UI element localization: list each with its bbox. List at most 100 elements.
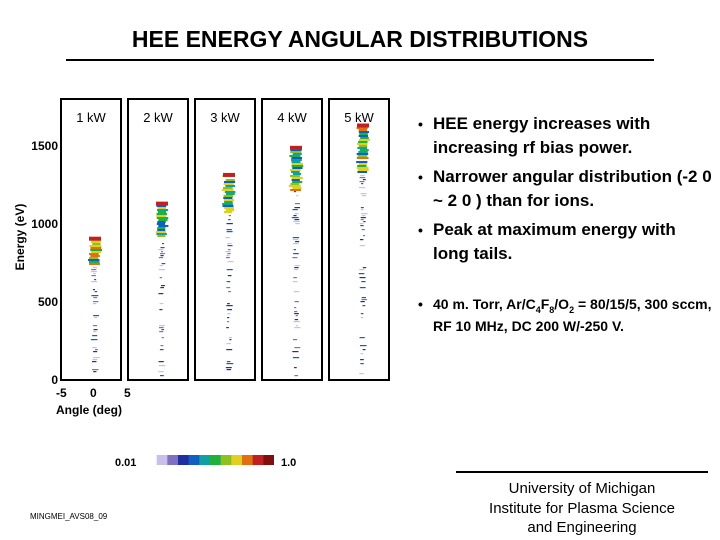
streak-cell xyxy=(87,259,100,261)
streak-cell xyxy=(222,203,233,205)
streak-cell xyxy=(293,321,301,323)
streak-cell xyxy=(292,153,302,155)
colorbar-swatch xyxy=(156,455,168,465)
streak-cell xyxy=(226,269,233,271)
streak-cell xyxy=(156,205,167,207)
streak-cell xyxy=(293,249,296,251)
slide-id: MINGMEI_AVS08_09 xyxy=(30,512,108,521)
streak-cell xyxy=(228,249,231,251)
streak-cell xyxy=(224,207,235,209)
y-tick-label: 0 xyxy=(51,373,58,387)
streak-cell xyxy=(290,189,301,191)
streak-cell xyxy=(226,343,231,345)
streak-cell xyxy=(360,225,364,227)
streak-cell xyxy=(293,277,297,279)
streak-cell xyxy=(158,269,165,271)
streak-cell xyxy=(89,263,100,265)
streak-cell xyxy=(227,253,231,255)
streak-cell xyxy=(92,335,98,337)
streak-cell xyxy=(292,167,303,169)
streak-cell xyxy=(358,169,369,171)
bullet-item: • HEE energy increases with increasing rf… xyxy=(418,114,651,157)
panel-label: 2 kW xyxy=(143,110,173,125)
streak-cell xyxy=(226,257,230,259)
streak-cell xyxy=(158,361,164,363)
conditions-item: • 40 m. Torr, Ar/C4F8/O2 = 80/15/5, 300 s… xyxy=(418,296,712,334)
streak-cell xyxy=(358,129,367,131)
streak-cell xyxy=(92,347,97,349)
streak-cell xyxy=(362,267,367,269)
streak-cell xyxy=(94,279,97,281)
streak-cell xyxy=(90,241,101,243)
streak-cell xyxy=(226,361,231,363)
streak-cell xyxy=(292,237,300,239)
streak-cell xyxy=(223,187,233,189)
streak-cell xyxy=(291,161,301,163)
streak-cell xyxy=(159,375,164,377)
streak-cell xyxy=(158,219,168,221)
streak-cell xyxy=(226,305,233,307)
streak-cell xyxy=(361,215,366,217)
energy-streak-1kw xyxy=(87,236,103,373)
streak-cell xyxy=(292,257,298,259)
streak-cell xyxy=(294,213,299,215)
streak-cell xyxy=(292,187,302,189)
streak-cell xyxy=(227,243,232,245)
streak-cell xyxy=(162,243,165,245)
streak-cell xyxy=(156,213,168,215)
streak-cell xyxy=(360,301,365,303)
streak-cell xyxy=(291,171,300,173)
streak-cell xyxy=(92,369,99,371)
streak-cell xyxy=(160,253,165,255)
panel-label: 5 kW xyxy=(344,110,374,125)
streak-cell xyxy=(358,141,368,143)
colorbar-swatch xyxy=(188,455,200,465)
streak-cell xyxy=(160,255,164,257)
streak-cell xyxy=(360,207,364,209)
streak-cell xyxy=(356,161,368,163)
streak-cell xyxy=(294,375,299,377)
streak-cell xyxy=(295,315,298,317)
streak-cell xyxy=(362,235,366,237)
streak-cell xyxy=(157,221,166,223)
streak-cell xyxy=(158,293,164,295)
streak-cell xyxy=(93,297,98,299)
streak-cell xyxy=(225,251,231,253)
streak-cell xyxy=(360,175,365,177)
streak-cell xyxy=(92,359,98,361)
streak-cell xyxy=(361,213,368,215)
bullet-item: • Narrower angular distribution (-2 0 ~ 2… xyxy=(418,167,712,210)
streak-cell xyxy=(294,311,298,313)
streak-cell xyxy=(294,307,297,309)
streak-cell xyxy=(225,367,232,369)
streak-cell xyxy=(226,349,233,351)
streak-cell xyxy=(361,195,367,197)
colorbar-swatch xyxy=(210,455,222,465)
streak-cell xyxy=(360,363,364,365)
streak-cell xyxy=(361,281,366,283)
streak-cell xyxy=(291,177,303,179)
streak-cell xyxy=(157,235,166,237)
streak-cell xyxy=(227,261,234,263)
peak-marker xyxy=(156,201,168,206)
y-tick-label: 500 xyxy=(37,295,58,309)
streak-cell xyxy=(361,183,364,185)
streak-cell xyxy=(156,215,167,217)
energy-streak-2kw xyxy=(155,201,169,377)
streak-cell xyxy=(359,277,366,279)
streak-cell xyxy=(359,287,366,289)
energy-streak-4kw xyxy=(288,145,304,377)
streak-cell xyxy=(356,153,369,155)
streak-cell xyxy=(159,303,164,305)
streak-cell xyxy=(292,239,299,241)
streak-cell xyxy=(292,281,298,283)
streak-cell xyxy=(227,303,230,305)
streak-cell xyxy=(295,241,300,243)
streak-cell xyxy=(359,149,369,151)
streak-cell xyxy=(227,313,231,315)
streak-cell xyxy=(289,169,301,171)
colorbar-swatch xyxy=(167,455,179,465)
streak-cell xyxy=(93,329,98,331)
streak-cell xyxy=(356,127,368,129)
peak-marker xyxy=(89,236,101,241)
